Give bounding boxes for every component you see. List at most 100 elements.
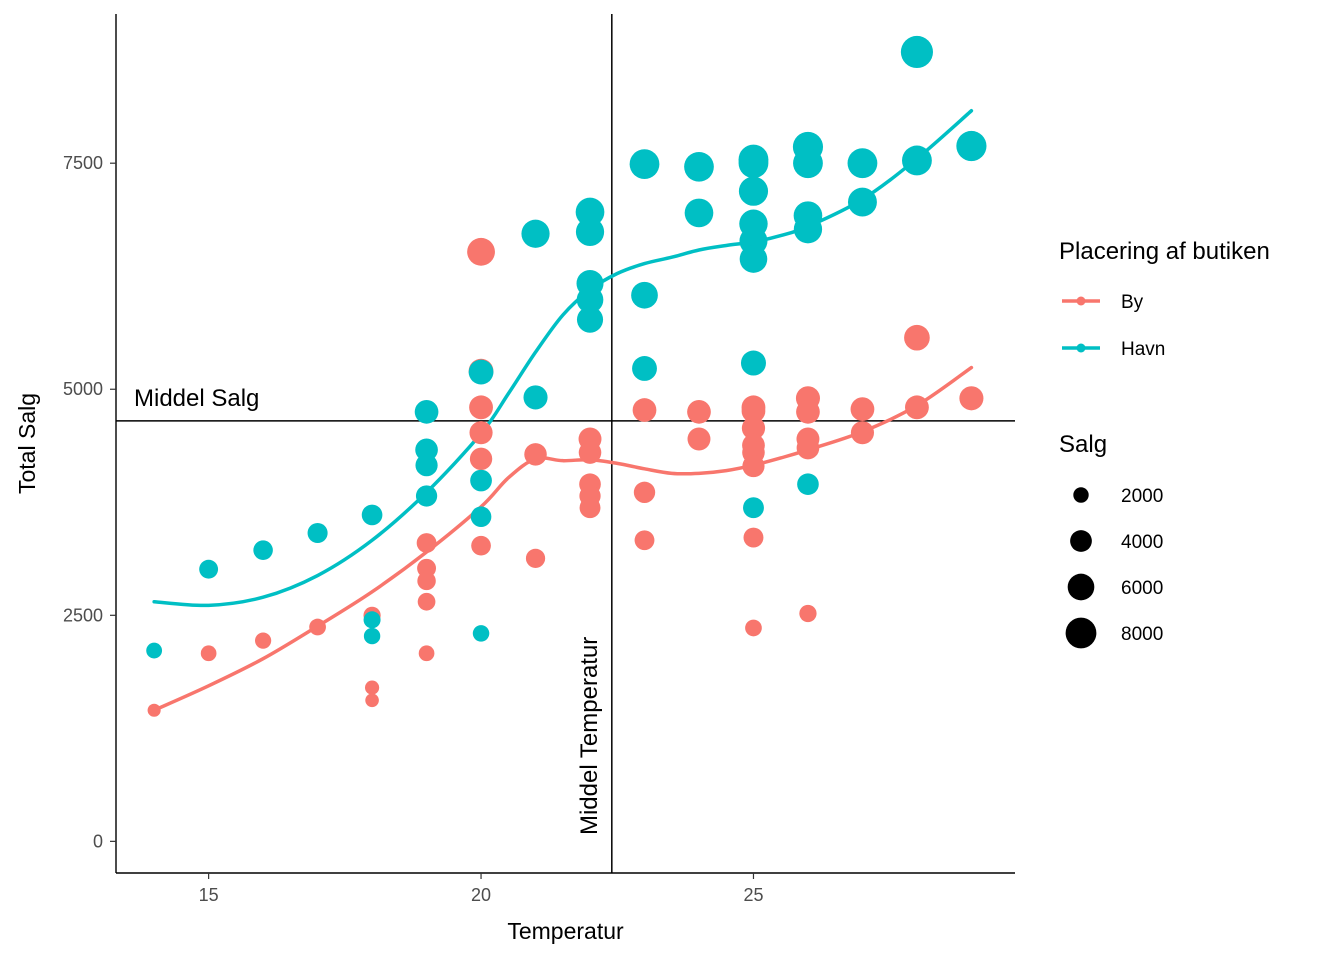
point-by [904, 324, 930, 351]
point-by [850, 397, 875, 422]
point-by [687, 427, 711, 451]
point-havn [415, 454, 438, 477]
point-havn [521, 219, 550, 248]
x-tick-label: 15 [199, 885, 219, 905]
point-havn [146, 642, 163, 659]
point-havn [472, 625, 490, 642]
size-legend-label: 8000 [1121, 624, 1163, 645]
point-by [147, 703, 161, 717]
point-by [743, 527, 764, 548]
legend-key-point [1076, 296, 1086, 306]
point-havn [470, 506, 492, 528]
point-by [417, 592, 436, 611]
point-havn [684, 198, 714, 228]
point-by [741, 399, 766, 423]
point-by [365, 693, 379, 708]
point-havn [684, 151, 714, 182]
y-tick-label: 0 [93, 831, 103, 851]
legend: Placering af butiken By Havn Salg 2000 400… [1059, 238, 1270, 649]
point-by [469, 421, 493, 445]
mean-sales-label: Middel Salg [134, 385, 259, 412]
point-by [525, 548, 546, 568]
size-key-point [1073, 487, 1089, 503]
point-havn [793, 215, 823, 244]
point-havn [470, 469, 492, 492]
data-points [146, 35, 987, 717]
point-havn [575, 217, 605, 247]
point-by [745, 619, 762, 637]
point-by [417, 571, 436, 591]
x-tick-label: 20 [471, 885, 491, 905]
size-key-point [1070, 530, 1092, 552]
point-by [796, 399, 820, 424]
y-tick-label: 5000 [63, 379, 103, 399]
point-havn [253, 540, 273, 560]
point-by [741, 416, 766, 440]
point-havn [361, 504, 383, 526]
point-by [255, 632, 272, 649]
point-by [850, 421, 875, 445]
y-axis-ticks: 0 2500 5000 7500 [63, 153, 116, 851]
size-legend-entries: 2000 4000 6000 8000 [1065, 486, 1163, 649]
y-axis-title: Total Salg [14, 393, 40, 494]
point-havn [414, 399, 439, 424]
smooth-line-by [152, 365, 974, 712]
y-tick-label: 2500 [63, 605, 103, 625]
point-by [632, 398, 657, 422]
point-by [578, 441, 602, 464]
point-havn [847, 187, 877, 217]
x-axis-title: Temperatur [507, 918, 624, 944]
point-havn [468, 359, 494, 385]
size-legend-label: 6000 [1121, 578, 1163, 599]
point-havn [739, 245, 768, 273]
point-havn [900, 35, 933, 69]
annotations: Middel Salg Middel Temperatur [134, 385, 603, 835]
point-havn [632, 356, 657, 381]
point-by [796, 436, 820, 460]
point-by [579, 497, 601, 519]
reference-lines [116, 14, 1015, 873]
size-legend-label: 2000 [1121, 486, 1163, 507]
mean-temperature-label: Middel Temperatur [576, 637, 603, 835]
point-by [418, 645, 435, 662]
point-by [469, 395, 493, 420]
point-by [687, 399, 711, 424]
color-legend-entries: By Havn [1062, 292, 1165, 360]
point-havn [576, 306, 604, 333]
point-havn [629, 149, 660, 179]
point-by [200, 645, 217, 662]
point-havn [847, 148, 878, 179]
point-havn [740, 350, 766, 376]
point-havn [415, 438, 438, 462]
point-by [905, 395, 929, 420]
point-havn [797, 473, 819, 495]
point-by [634, 530, 655, 551]
point-havn [363, 627, 381, 645]
point-havn [738, 176, 769, 206]
point-havn [523, 385, 548, 410]
point-havn [793, 148, 823, 179]
point-by [416, 533, 437, 553]
point-by [799, 604, 817, 623]
x-axis-ticks: 15 20 25 [199, 873, 763, 905]
smooth-line-havn [152, 109, 974, 608]
legend-label: By [1121, 292, 1144, 313]
point-havn [363, 611, 381, 629]
point-havn [956, 130, 987, 162]
point-by [633, 481, 656, 504]
plot-area: Middel Salg Middel Temperatur [116, 14, 1015, 873]
legend-label: Havn [1121, 339, 1165, 360]
point-havn [902, 145, 932, 176]
point-havn [199, 559, 219, 579]
point-by [417, 558, 437, 578]
x-tick-label: 25 [743, 885, 763, 905]
size-legend-title: Salg [1059, 431, 1107, 458]
point-by [467, 237, 495, 266]
point-by [959, 386, 984, 411]
color-legend-title: Placering af butiken [1059, 238, 1270, 265]
point-havn [307, 522, 328, 544]
point-by [471, 535, 491, 556]
point-havn [576, 286, 604, 314]
point-by [469, 447, 493, 471]
